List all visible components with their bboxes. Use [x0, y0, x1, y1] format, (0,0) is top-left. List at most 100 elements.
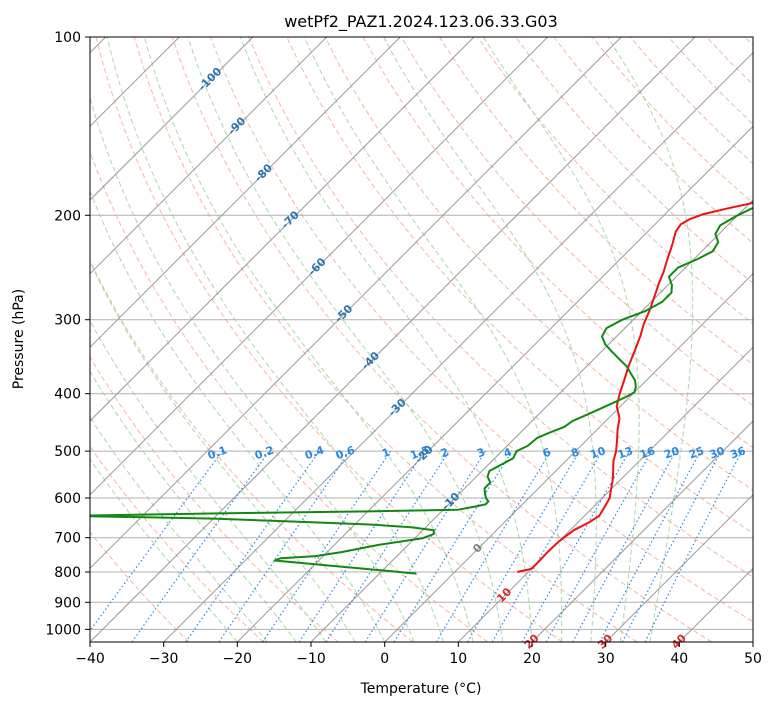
x-axis: −40 −30 −20 −10 0 10 20 30 40 50 — [75, 642, 762, 667]
mixing-ratio-label: 36 — [728, 444, 747, 462]
mixing-ratio-label: 16 — [638, 444, 657, 462]
mixing-ratio-label: 13 — [616, 444, 635, 461]
moist-adiabat-line — [482, 37, 640, 642]
dry-adiabat-line — [553, 37, 753, 244]
isotherm-line — [163, 51, 753, 642]
dry-adiabat-line — [133, 37, 638, 642]
moist-adiabat-line — [90, 319, 327, 642]
x-tick-label: 50 — [744, 651, 762, 667]
temperature-profile-line — [517, 201, 753, 573]
mixing-ratio-label: 25 — [687, 444, 706, 461]
dry-adiabat-line — [438, 37, 753, 366]
dry-adiabat-line — [591, 37, 753, 204]
isotherm-line — [90, 37, 475, 422]
dry-adiabat-line — [90, 150, 488, 642]
isotherm-line — [752, 641, 753, 642]
dry-adiabat-line — [400, 37, 753, 407]
x-axis-label: Temperature (°C) — [360, 681, 482, 697]
moist-adiabat-line — [90, 189, 386, 642]
mixing-ratio-line — [325, 450, 450, 642]
moist-adiabat-line — [303, 37, 563, 642]
y-tick-label: 1000 — [45, 622, 81, 638]
mixing-ratio-line — [521, 450, 631, 642]
dry-adiabat-line — [362, 37, 753, 449]
moist-adiabat-line — [90, 458, 238, 642]
dry-adiabat-line — [90, 445, 264, 642]
mixing-ratio-line — [90, 450, 223, 632]
moist-adiabat-line — [383, 37, 597, 642]
dry-adiabat-line — [209, 37, 753, 623]
mixing-ratio-line — [545, 450, 653, 642]
x-tick-label: −20 — [223, 651, 253, 667]
y-axis-label: Pressure (hPa) — [11, 289, 27, 389]
chart-title: wetPf2_PAZ1.2024.123.06.33.G03 — [284, 12, 558, 32]
mixing-ratio-label: 0.6 — [334, 443, 357, 462]
isotherm-line — [90, 37, 328, 275]
mixing-ratio-label: 6 — [541, 445, 553, 460]
isotherm-line — [236, 125, 753, 642]
dry-adiabat-line — [324, 37, 753, 491]
moist-adiabat-line — [239, 37, 533, 642]
y-tick-label: 200 — [54, 208, 81, 224]
x-tick-label: 0 — [380, 651, 389, 667]
y-axis: 100 200 300 400 500 600 700 800 900 1000 — [45, 30, 90, 638]
mixing-ratio-label: 0.2 — [253, 443, 276, 462]
mixing-ratio-label: 0.4 — [303, 443, 326, 462]
dry-adiabat-line — [90, 356, 339, 642]
series-layer — [90, 201, 753, 575]
isotherm-line — [90, 37, 696, 642]
isotherm-line — [457, 346, 753, 642]
mixing-ratio-label: 0.1 — [206, 443, 229, 462]
x-tick-label: −30 — [149, 651, 179, 667]
isotherm-line — [90, 37, 549, 496]
isotherm-line — [310, 199, 753, 642]
isotherm-line — [90, 37, 622, 570]
x-tick-label: −40 — [75, 651, 105, 667]
dry-adiabat-line — [90, 531, 190, 642]
mixing-ratio-label: 20 — [662, 444, 681, 462]
mixing-ratio-label: 1 — [380, 445, 392, 460]
isotherm-label: -60 — [305, 255, 328, 278]
dry-adiabat-line — [744, 37, 753, 47]
plot-background — [90, 37, 753, 642]
mixing-ratio-line — [599, 450, 702, 642]
isotherm-line — [678, 567, 753, 642]
mixing-ratio-label: 3 — [475, 445, 487, 460]
isotherm-line — [90, 37, 401, 349]
mixing-ratio-line — [185, 450, 320, 642]
y-tick-label: 400 — [54, 387, 81, 403]
mixing-ratio-label: 8 — [569, 445, 581, 460]
moist-adiabat-line — [607, 37, 694, 642]
x-tick-label: 30 — [597, 651, 615, 667]
isotherm-line — [605, 493, 753, 642]
mixing-ratio-line — [298, 450, 425, 642]
dry-adiabat-line — [667, 37, 753, 125]
y-tick-label: 500 — [54, 444, 81, 460]
isotherm-line — [531, 420, 753, 642]
mixing-ratio-line — [644, 450, 743, 642]
x-tick-label: 40 — [670, 651, 688, 667]
dry-adiabat-line — [706, 37, 753, 86]
isotherm-line — [90, 37, 254, 201]
mixing-ratio-line — [218, 450, 351, 642]
x-tick-label: −10 — [296, 651, 326, 667]
moist-adiabat-line — [90, 416, 268, 642]
mixing-ratio-label: 4 — [502, 445, 514, 460]
moist-adiabat-line — [187, 37, 504, 642]
x-tick-label: 20 — [523, 651, 541, 667]
y-tick-label: 700 — [54, 531, 81, 547]
dry-adiabat-line — [95, 37, 563, 642]
dry-adiabat-line — [171, 37, 712, 642]
mixing-ratio-line — [572, 450, 677, 642]
plot-frame — [89, 36, 754, 643]
mixing-ratio-label: 2 — [439, 445, 451, 460]
dry-adiabat-line — [515, 37, 753, 284]
mixing-ratio-label: 30 — [708, 444, 727, 462]
dewpoint-profile-line — [90, 206, 753, 575]
mixing-ratio-line — [466, 450, 580, 642]
moist-adiabat-line — [143, 37, 474, 642]
y-tick-label: 100 — [54, 30, 81, 46]
mixing-ratio-label: 1.5 — [408, 443, 431, 462]
dry-adiabat-line — [90, 259, 414, 642]
